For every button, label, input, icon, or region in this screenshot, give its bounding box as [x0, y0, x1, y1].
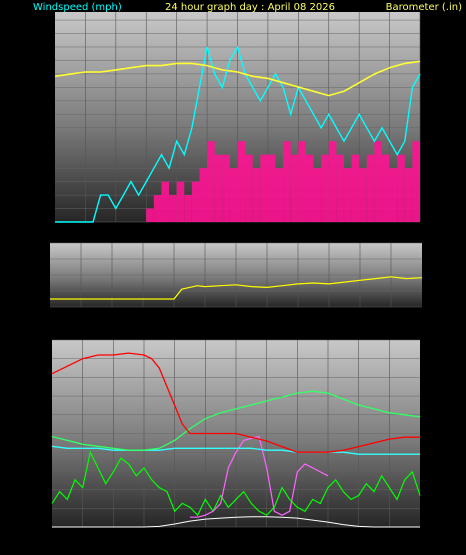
- gust-bar: [374, 141, 382, 222]
- wind-direction-panel: [50, 242, 423, 308]
- windspeed-line: [55, 45, 421, 223]
- gust-bar: [343, 168, 352, 222]
- windchill-series: [190, 435, 329, 518]
- gust-bar: [169, 195, 177, 222]
- gust-bar: [184, 195, 192, 222]
- gust-bar: [146, 208, 154, 222]
- gust-bar: [351, 154, 360, 222]
- gust-bar: [283, 141, 291, 222]
- windchill-line: [190, 435, 329, 518]
- gust-bar: [290, 154, 299, 222]
- windspeed-axis-label: Windspeed (mph): [33, 2, 122, 13]
- gust-bar: [366, 154, 375, 222]
- gust-bar: [153, 195, 162, 222]
- gust-bar: [321, 154, 329, 222]
- solar-line: [52, 516, 420, 528]
- barometer-series: [54, 60, 421, 97]
- gust-bar: [229, 168, 238, 222]
- humidity-series: [51, 352, 420, 453]
- gust-bar: [191, 181, 200, 222]
- gust-bar: [267, 154, 276, 222]
- gust-bar: [412, 141, 420, 222]
- humidity-line: [51, 352, 420, 453]
- dewpoint-series: [51, 445, 420, 455]
- gust-bar: [381, 154, 390, 222]
- gust-bar: [245, 154, 253, 222]
- chart-title: 24 hour graph day : April 08 2026: [165, 2, 335, 13]
- gust-bar: [176, 181, 185, 222]
- gust-bar: [207, 141, 215, 222]
- direction-series: [50, 276, 423, 300]
- dewpoint-line: [51, 445, 420, 455]
- solar-series: [52, 516, 420, 528]
- gust-bar: [313, 168, 322, 222]
- direction-gridlines: [50, 242, 422, 308]
- gust-bar: [298, 141, 306, 222]
- gust-bar: [359, 168, 367, 222]
- gust-bar: [404, 168, 413, 222]
- gust-bar: [214, 154, 223, 222]
- gust-bar: [222, 154, 230, 222]
- aqi-line: [51, 450, 421, 517]
- temp-humidity-panel: [51, 339, 421, 528]
- barometer-axis-label: Barometer (.in): [386, 2, 462, 13]
- gust-series: [146, 141, 420, 222]
- gust-bar: [305, 154, 314, 222]
- gust-bar: [328, 141, 337, 222]
- barometer-line: [54, 60, 421, 97]
- gust-bar: [389, 168, 398, 222]
- wind-barometer-panel: Windspeed (mph) 24 hour graph day : Apri…: [33, 2, 462, 223]
- direction-line: [50, 276, 423, 300]
- temperature-series: [51, 390, 421, 451]
- gust-bar: [252, 168, 261, 222]
- aqi-series: [51, 450, 421, 517]
- temperature-line: [51, 390, 421, 451]
- gust-bar: [199, 168, 208, 222]
- windspeed-series: [55, 45, 421, 223]
- gust-bar: [237, 141, 246, 222]
- gust-bar: [397, 154, 405, 222]
- gust-bar: [275, 168, 284, 222]
- gust-bar: [260, 154, 268, 222]
- gust-bar: [336, 154, 344, 222]
- gust-bar: [161, 181, 170, 222]
